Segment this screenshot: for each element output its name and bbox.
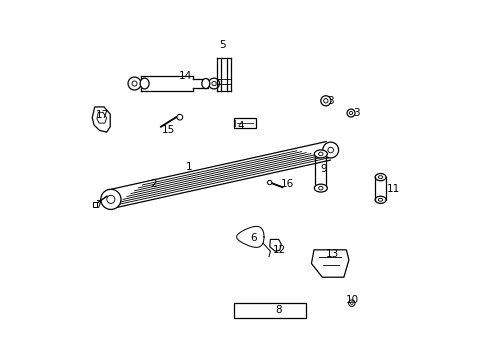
Text: 17: 17: [96, 110, 109, 120]
Text: 1: 1: [185, 162, 192, 172]
Ellipse shape: [322, 142, 338, 158]
Ellipse shape: [128, 77, 141, 90]
Text: 11: 11: [386, 184, 400, 194]
Text: 6: 6: [250, 233, 256, 243]
Text: 2: 2: [150, 179, 157, 189]
Text: 5: 5: [219, 40, 226, 50]
Ellipse shape: [314, 150, 326, 158]
Ellipse shape: [374, 174, 385, 181]
Ellipse shape: [267, 180, 271, 185]
Text: 12: 12: [273, 245, 286, 255]
Text: 7: 7: [95, 200, 102, 210]
Polygon shape: [234, 303, 305, 318]
Ellipse shape: [101, 189, 121, 210]
Ellipse shape: [177, 114, 183, 120]
Polygon shape: [311, 250, 348, 277]
Ellipse shape: [320, 96, 330, 106]
Ellipse shape: [348, 300, 354, 306]
Text: 13: 13: [325, 249, 339, 259]
Text: 8: 8: [275, 305, 282, 315]
Ellipse shape: [140, 78, 149, 89]
Polygon shape: [92, 107, 110, 132]
Ellipse shape: [346, 109, 354, 117]
Ellipse shape: [374, 196, 385, 203]
Text: 10: 10: [345, 294, 358, 305]
Ellipse shape: [202, 78, 209, 89]
Polygon shape: [269, 239, 281, 251]
Text: 15: 15: [162, 125, 175, 135]
Ellipse shape: [314, 184, 326, 192]
Text: 14: 14: [178, 71, 191, 81]
Text: 3: 3: [326, 96, 333, 106]
Text: 3: 3: [352, 108, 359, 118]
Text: 9: 9: [320, 164, 326, 174]
Text: 4: 4: [237, 121, 244, 131]
Bar: [234, 118, 256, 128]
Bar: [92, 202, 97, 207]
Ellipse shape: [208, 78, 219, 89]
Text: 16: 16: [280, 179, 293, 189]
